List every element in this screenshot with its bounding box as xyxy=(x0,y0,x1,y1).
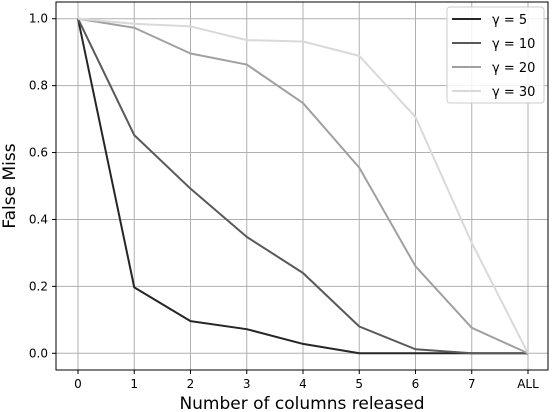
x-tick-label: 5 xyxy=(355,377,363,391)
x-tick-label: 0 xyxy=(74,377,82,391)
y-tick-label: 1.0 xyxy=(29,12,48,26)
x-tick-label: 7 xyxy=(468,377,476,391)
legend: γ = 5 γ = 10 γ = 20 γ = 30 xyxy=(446,6,545,104)
legend-label: γ = 30 xyxy=(492,85,535,100)
y-tick-label: 0.4 xyxy=(29,212,48,226)
legend-label: γ = 10 xyxy=(492,37,535,52)
y-axis-ticks: 0.0 0.2 0.4 0.6 0.8 1.0 xyxy=(29,12,56,360)
y-tick-label: 0.0 xyxy=(29,346,48,360)
x-tick-label: 2 xyxy=(187,377,195,391)
x-tick-label: 4 xyxy=(299,377,307,391)
series-line-3 xyxy=(77,17,529,355)
plot-frame xyxy=(55,1,549,371)
x-axis-label: Number of columns released xyxy=(179,394,424,412)
legend-label: γ = 20 xyxy=(492,61,535,76)
x-tick-label: 6 xyxy=(412,377,420,391)
y-tick-label: 0.2 xyxy=(29,279,48,293)
y-tick-label: 0.6 xyxy=(29,146,48,160)
series-line-4 xyxy=(77,17,529,354)
series-line-1 xyxy=(77,18,528,355)
x-tick-label: ALL xyxy=(517,377,539,391)
x-tick-label: 1 xyxy=(130,377,138,391)
y-axis-label: False Miss xyxy=(0,143,20,228)
legend-box xyxy=(446,6,545,104)
series-line-2 xyxy=(77,18,528,355)
series-lines xyxy=(77,17,529,355)
x-tick-label: 3 xyxy=(243,377,251,391)
legend-label: γ = 5 xyxy=(492,13,527,28)
y-tick-label: 0.8 xyxy=(29,79,48,93)
x-axis-ticks: 0 1 2 3 4 5 6 7 ALL xyxy=(74,370,539,391)
